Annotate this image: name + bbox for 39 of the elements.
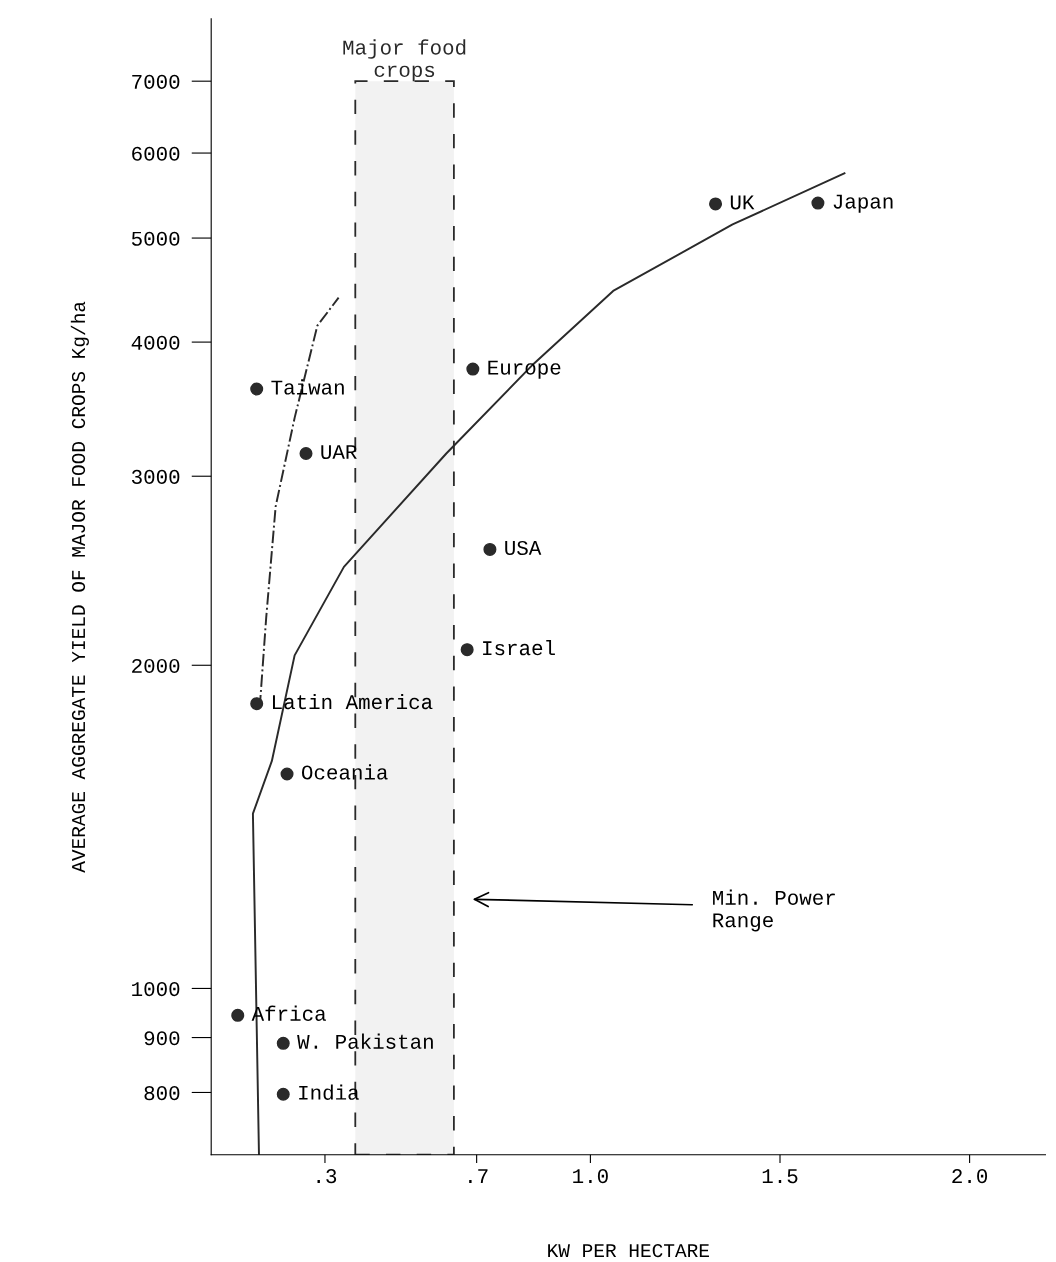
point xyxy=(250,382,264,396)
point xyxy=(276,1087,290,1101)
point xyxy=(280,767,294,781)
y-tick-label: 2000 xyxy=(132,658,180,674)
annotation: Taiwan xyxy=(271,379,344,395)
point xyxy=(250,697,264,711)
y-tick-label: 6000 xyxy=(132,146,180,161)
annotation: Oceania xyxy=(301,764,388,780)
y-tick-label: 800 xyxy=(144,1086,180,1101)
point xyxy=(276,1036,290,1050)
x-tick-label: .3 xyxy=(317,1169,337,1184)
annotation: W. Pakistan xyxy=(297,1033,433,1049)
band-label: Major food crops xyxy=(343,39,466,82)
annotation: UK xyxy=(730,195,755,210)
x-tick-label: 1.0 xyxy=(573,1169,608,1184)
point xyxy=(231,1008,245,1022)
annotation: UAR xyxy=(321,445,357,460)
point xyxy=(811,196,825,210)
annotation: Min. Power Range xyxy=(713,889,835,932)
x-tick-label: .7 xyxy=(469,1169,488,1184)
annotation: Israel xyxy=(483,639,555,656)
y-tick-label: 3000 xyxy=(131,469,180,484)
point xyxy=(466,362,480,376)
point xyxy=(299,446,313,460)
x-axis-title: KW PER HECTARE xyxy=(548,1243,709,1258)
y-axis-title: AVERAGE AGGREGATE YIELD OF MAJOR FOOD CROPS Kg/ha xyxy=(70,301,89,873)
annotation: India xyxy=(299,1084,359,1100)
point xyxy=(483,542,497,556)
y-tick-label: 5000 xyxy=(131,231,180,246)
point xyxy=(460,643,474,657)
annotation: USA xyxy=(505,540,542,556)
y-tick-label: 4000 xyxy=(131,335,180,350)
y-tick-label: 900 xyxy=(144,1031,180,1046)
x-tick-label: 2.0 xyxy=(952,1169,988,1184)
y-tick-label: 1000 xyxy=(132,982,180,997)
x-tick-label: 1.5 xyxy=(762,1169,798,1184)
annotation: Japan xyxy=(833,194,893,213)
y-tick-label: 7000 xyxy=(132,74,180,89)
point xyxy=(709,197,723,211)
